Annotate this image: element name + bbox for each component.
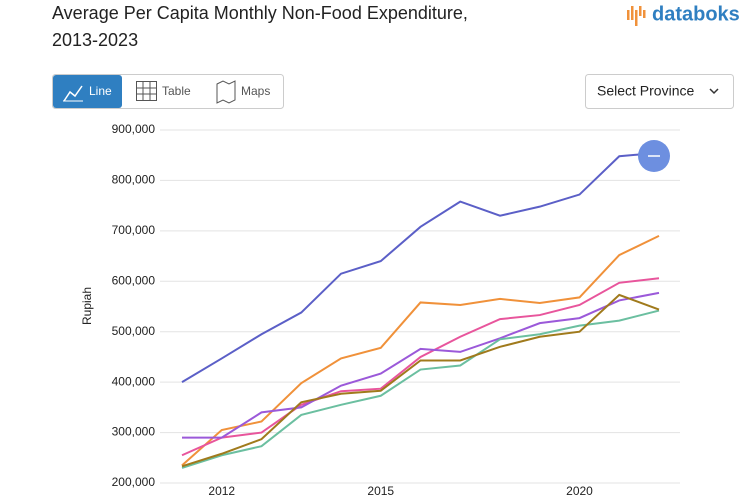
logo: databoks [652, 3, 740, 25]
y-tick-label: 900,000 [112, 122, 156, 136]
icon [136, 81, 157, 101]
series-line [181, 234, 660, 467]
y-tick-label: 200,000 [112, 475, 156, 489]
plot: 200,000 300,000 400,000 500,000 600,000 700,0… [112, 122, 680, 498]
x-tick-label: 2012 [208, 484, 235, 498]
series-line [181, 309, 660, 469]
x-tick-label: 2020 [566, 484, 593, 498]
y-axis-label: Rupiah [80, 287, 94, 325]
tab-label[interactable]: Line [89, 84, 112, 98]
y-tick-label: 500,000 [112, 324, 156, 338]
x-tick-label: 2015 [367, 484, 394, 498]
logo-icon [627, 6, 646, 26]
y-tick-label: 300,000 [112, 425, 156, 439]
series-line [182, 291, 660, 439]
tab-label[interactable]: Maps [241, 84, 270, 98]
icon [216, 80, 236, 104]
chart-title: 2013-2023 [52, 30, 138, 50]
series-line [181, 151, 660, 384]
y-tick-label: 700,000 [112, 223, 156, 237]
icon [63, 85, 83, 102]
y-tick-label: 600,000 [112, 273, 156, 287]
select-label[interactable]: Select Province [597, 83, 694, 99]
tab-label[interactable]: Table [162, 84, 191, 98]
icon [709, 88, 719, 95]
series-line [181, 277, 660, 457]
series-line [181, 293, 660, 468]
tab-line[interactable] [53, 75, 122, 108]
chart-title: Average Per Capita Monthly Non-Food Expe… [52, 3, 468, 23]
y-tick-label: 400,000 [112, 374, 156, 388]
select-box[interactable] [585, 74, 734, 109]
y-tick-label: 800,000 [112, 173, 156, 187]
